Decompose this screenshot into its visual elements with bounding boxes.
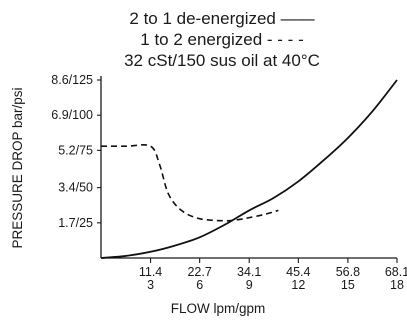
y-tick-labels: 1.7/25 3.4/50 5.2/75 6.9/100 8.6/125 xyxy=(51,73,101,230)
x-tick-label-lpm: 11.4 xyxy=(139,265,162,279)
title-line-2: 1 to 2 energized - - - - xyxy=(140,30,303,49)
chart-title: 2 to 1 de-energized —— 1 to 2 energized … xyxy=(124,9,320,70)
y-tick-label: 8.6/125 xyxy=(51,73,93,87)
y-tick-label: 1.7/25 xyxy=(58,216,93,230)
series-line-energized xyxy=(101,144,279,222)
title-line-1: 2 to 1 de-energized —— xyxy=(129,9,314,28)
x-tick-label-gpm: 6 xyxy=(196,278,203,292)
x-tick-label-lpm: 56.8 xyxy=(336,265,360,279)
x-tick-label-gpm: 3 xyxy=(147,278,154,292)
series-lines xyxy=(100,79,398,259)
title-line-3: 32 cSt/150 sus oil at 40°C xyxy=(124,51,320,70)
y-axis-label: PRESSURE DROP bar/psi xyxy=(10,87,25,248)
series-line-de-energized xyxy=(100,79,398,259)
x-tick-labels: 11.43 22.76 34.19 45.412 56.815 68.118 xyxy=(139,258,407,292)
x-tick-label-lpm: 45.4 xyxy=(286,265,310,279)
x-tick-label-lpm: 34.1 xyxy=(237,265,261,279)
x-tick-label-gpm: 18 xyxy=(390,278,404,292)
y-tick-label: 6.9/100 xyxy=(51,108,93,122)
x-axis-label: FLOW lpm/gpm xyxy=(171,301,266,316)
axes xyxy=(100,76,397,259)
y-tick-label: 3.4/50 xyxy=(58,181,93,195)
x-tick-label-gpm: 9 xyxy=(246,278,253,292)
x-tick-label-gpm: 12 xyxy=(291,278,305,292)
x-tick-label-lpm: 22.7 xyxy=(187,265,211,279)
y-tick-label: 5.2/75 xyxy=(58,143,93,157)
x-tick-label-gpm: 15 xyxy=(341,278,355,292)
x-tick-label-lpm: 68.1 xyxy=(385,265,407,279)
